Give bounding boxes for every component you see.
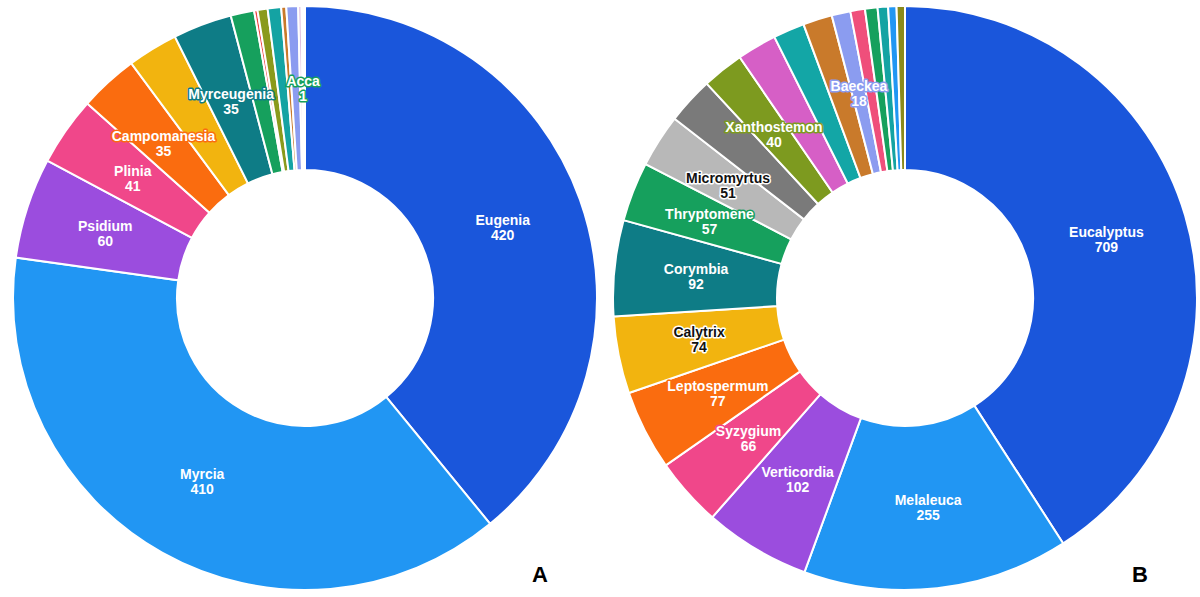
svg-text:92: 92 <box>688 276 704 292</box>
svg-text:709: 709 <box>1095 239 1119 255</box>
svg-text:77: 77 <box>710 393 726 409</box>
svg-text:35: 35 <box>156 143 172 159</box>
svg-text:Micromyrtus: Micromyrtus <box>686 170 770 186</box>
svg-text:18: 18 <box>851 93 867 109</box>
svg-text:Syzygium: Syzygium <box>716 423 781 439</box>
svg-text:Psidium: Psidium <box>78 218 132 234</box>
html-text:B: B <box>1132 562 1148 587</box>
svg-text:35: 35 <box>223 101 239 117</box>
svg-text:Melaleuca: Melaleuca <box>895 492 962 508</box>
svg-text:Eucalyptus: Eucalyptus <box>1069 224 1144 240</box>
svg-text:40: 40 <box>766 134 782 150</box>
svg-text:51: 51 <box>720 185 736 201</box>
svg-text:Myrceugenia: Myrceugenia <box>188 86 274 102</box>
svg-text:Calytrix: Calytrix <box>673 324 725 340</box>
svg-text:66: 66 <box>741 438 757 454</box>
svg-text:57: 57 <box>702 221 718 237</box>
svg-text:Myrcia: Myrcia <box>180 466 225 482</box>
svg-text:102: 102 <box>786 479 810 495</box>
svg-text:Plinia: Plinia <box>114 163 152 179</box>
svg-text:Corymbia: Corymbia <box>664 261 729 277</box>
svg-text:410: 410 <box>191 481 215 497</box>
svg-text:Acca: Acca <box>286 73 320 89</box>
html-text:A: A <box>532 562 548 587</box>
svg-text:Leptospermum: Leptospermum <box>667 378 768 394</box>
svg-text:Xanthostemon: Xanthostemon <box>725 119 822 135</box>
svg-text:Thryptomene: Thryptomene <box>665 206 754 222</box>
svg-text:60: 60 <box>97 233 113 249</box>
svg-text:420: 420 <box>491 227 515 243</box>
svg-text:Eugenia: Eugenia <box>476 212 531 228</box>
svg-text:74: 74 <box>691 339 707 355</box>
svg-text:Campomanesia: Campomanesia <box>112 128 216 144</box>
svg-text:Baeckea: Baeckea <box>831 78 888 94</box>
svg-text:41: 41 <box>125 178 141 194</box>
svg-text:255: 255 <box>916 507 940 523</box>
svg-text:1: 1 <box>299 88 307 104</box>
svg-text:Verticordia: Verticordia <box>762 464 835 480</box>
